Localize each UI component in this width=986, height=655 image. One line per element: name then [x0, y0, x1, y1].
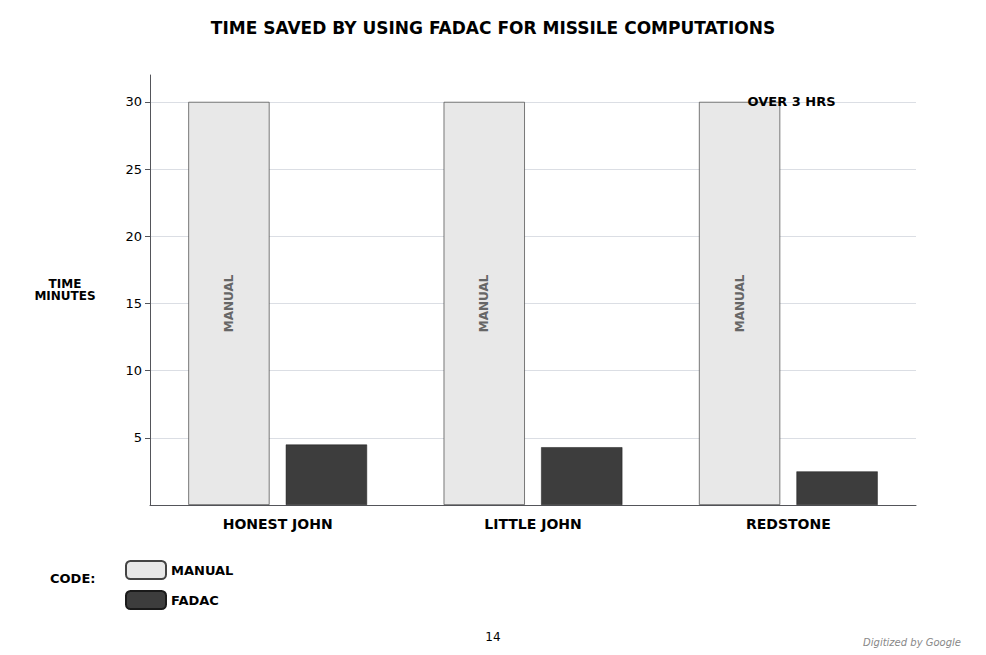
svg-text:15: 15 — [125, 296, 142, 311]
svg-text:MANUAL: MANUAL — [171, 563, 233, 578]
svg-text:10: 10 — [125, 363, 142, 378]
svg-text:HONEST JOHN: HONEST JOHN — [223, 516, 333, 532]
svg-text:MINUTES: MINUTES — [34, 289, 95, 303]
svg-text:REDSTONE: REDSTONE — [746, 516, 831, 532]
svg-text:25: 25 — [125, 162, 142, 177]
svg-text:FADAC: FADAC — [171, 593, 219, 608]
svg-text:Digitized by Google: Digitized by Google — [863, 637, 961, 648]
svg-text:MANUAL: MANUAL — [222, 274, 236, 332]
svg-text:30: 30 — [125, 94, 142, 109]
svg-text:TIME: TIME — [48, 277, 82, 291]
svg-text:20: 20 — [125, 229, 142, 244]
svg-text:OVER 3 HRS: OVER 3 HRS — [748, 94, 836, 109]
svg-text:MANUAL: MANUAL — [477, 274, 491, 332]
svg-text:5: 5 — [134, 430, 142, 445]
svg-text:14: 14 — [485, 630, 500, 644]
svg-text:LITTLE JOHN: LITTLE JOHN — [484, 516, 581, 532]
svg-text:MANUAL: MANUAL — [733, 274, 747, 332]
svg-text:TIME SAVED BY USING FADAC FOR: TIME SAVED BY USING FADAC FOR MISSILE CO… — [211, 18, 775, 38]
svg-text:CODE:: CODE: — [50, 571, 95, 586]
